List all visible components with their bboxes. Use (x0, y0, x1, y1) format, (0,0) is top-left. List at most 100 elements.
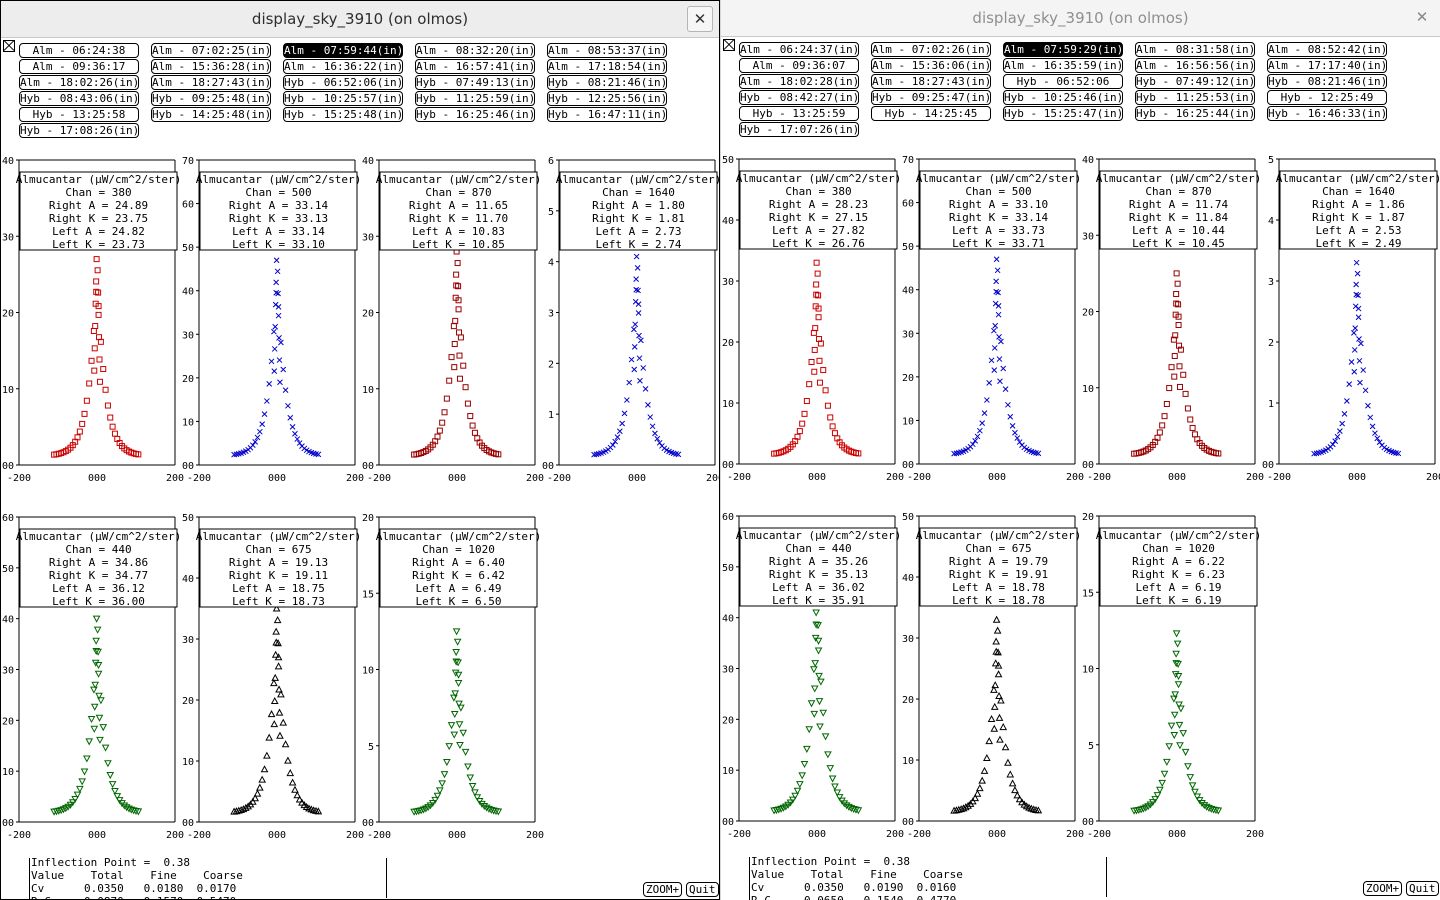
data-point (811, 660, 820, 668)
timestamp-button[interactable]: Alm - 07:02:26(in) (871, 42, 992, 57)
timestamp-button[interactable]: Alm - 16:56:56(in) (1135, 58, 1256, 73)
quit-button[interactable]: Quit (686, 882, 719, 897)
data-point (280, 366, 287, 373)
timestamp-button[interactable]: Hyb - 12:25:56(in) (547, 91, 668, 106)
timestamp-button[interactable]: Alm - 08:52:42(in) (1267, 42, 1388, 57)
y-tick-label: 60 (182, 200, 194, 211)
titlebar[interactable]: display_sky_3910 (on olmos) ✕ (721, 0, 1440, 37)
y-tick-label: 1 (1268, 399, 1274, 410)
timestamp-button[interactable]: Hyb - 08:21:46(in) (547, 75, 668, 90)
close-button[interactable]: ✕ (687, 6, 713, 32)
data-point (993, 256, 1000, 263)
timestamp-button[interactable]: Hyb - 12:25:49 (1267, 90, 1387, 105)
y-tick-label: 30 (182, 330, 194, 341)
legend-line: Left K = 18.78 (952, 594, 1045, 607)
timestamp-button[interactable]: Hyb - 08:21:46(in) (1267, 74, 1388, 89)
timestamp-button[interactable]: Alm - 17:17:40(in) (1267, 58, 1388, 73)
timestamp-button[interactable]: Hyb - 07:49:13(in) (415, 75, 536, 90)
data-point (799, 420, 806, 427)
y-tick-label: 10 (182, 417, 194, 428)
data-point (811, 634, 820, 642)
timestamp-button[interactable]: Hyb - 15:25:47(in) (1003, 106, 1124, 121)
y-tick-label: 3 (548, 309, 554, 320)
data-point (266, 381, 273, 387)
quit-button[interactable]: Quit (1406, 881, 1439, 896)
y-tick-label: 3 (1268, 277, 1274, 288)
timestamp-button[interactable]: Hyb - 06:52:06 (1003, 74, 1123, 89)
timestamp-button[interactable]: Hyb - 10:25:57(in) (283, 91, 404, 106)
timestamp-button[interactable]: Hyb - 13:25:59 (739, 106, 859, 121)
data-point (453, 282, 460, 289)
legend-line: Left K = 18.73 (232, 595, 325, 608)
timestamp-button[interactable]: Hyb - 14:25:45 (871, 106, 991, 121)
timestamp-button[interactable]: Hyb - 16:46:33(in) (1267, 106, 1388, 121)
data-point (812, 609, 820, 617)
data-point (92, 300, 99, 307)
timestamp-button[interactable]: Hyb - 09:25:48(in) (151, 91, 272, 106)
data-point (1214, 807, 1223, 815)
data-point (1207, 805, 1216, 813)
timestamp-button[interactable]: Alm - 09:36:07 (739, 58, 859, 73)
legend-line: Almucantar (μW/cm^2/ster) (1276, 172, 1440, 185)
timestamp-button[interactable]: Alm - 08:32:20(in) (415, 43, 536, 58)
timestamp-button[interactable]: Hyb - 11:25:59(in) (415, 91, 536, 106)
legend-line: Left A = 18.75 (232, 582, 325, 595)
divider (386, 858, 387, 898)
timestamp-button[interactable]: Alm - 18:02:28(in) (739, 74, 860, 89)
legend-line: Right K = 19.11 (229, 569, 328, 582)
timestamp-button[interactable]: Hyb - 16:25:46(in) (415, 107, 536, 122)
timestamp-button[interactable]: Alm - 07:59:44(in) (283, 43, 404, 58)
timestamp-button[interactable]: Alm - 08:31:58(in) (1135, 42, 1256, 57)
legend-line: Almucantar (μW/cm^2/ster) (376, 530, 542, 543)
timestamp-button[interactable]: Alm - 16:35:59(in) (1003, 58, 1124, 73)
timestamp-button[interactable]: Alm - 08:53:37(in) (547, 43, 668, 58)
timestamp-button[interactable]: Hyb - 09:25:47(in) (871, 90, 992, 105)
timestamp-button[interactable]: Hyb - 16:47:11(in) (547, 107, 668, 122)
timestamp-button[interactable]: Alm - 06:24:37(in) (739, 42, 860, 57)
timestamp-button[interactable]: Hyb - 15:25:48(in) (283, 107, 404, 122)
data-point (94, 267, 101, 274)
data-point (464, 763, 472, 771)
timestamp-button[interactable]: Hyb - 16:25:44(in) (1135, 106, 1256, 121)
zoom-button[interactable]: ZOOM+ (643, 882, 683, 897)
chart-panel-870: 00 10 20 30 40 -200 000 200 Almucantar (μW/cm^2/… (1082, 155, 1264, 483)
close-box-icon[interactable] (3, 40, 15, 52)
timestamp-button[interactable]: Alm - 07:59:29(in) (1003, 42, 1124, 57)
timestamp-button[interactable]: Alm - 16:36:22(in) (283, 59, 404, 74)
timestamp-button[interactable]: Alm - 18:27:43(in) (151, 75, 272, 90)
data-point (995, 713, 1004, 721)
timestamp-button[interactable]: Alm - 06:24:38 (19, 43, 139, 58)
timestamp-button[interactable]: Alm - 09:36:17 (19, 59, 139, 74)
close-box-icon[interactable] (723, 39, 735, 51)
timestamp-button[interactable]: Hyb - 14:25:48(in) (151, 107, 272, 122)
data-point (815, 698, 824, 706)
timestamp-button[interactable]: Alm - 18:27:43(in) (871, 74, 992, 89)
data-point (1339, 420, 1346, 427)
timestamp-button[interactable]: Hyb - 08:42:27(in) (739, 90, 860, 105)
timestamp-button[interactable]: Alm - 18:02:26(in) (19, 75, 140, 90)
data-point (450, 323, 457, 330)
data-point (631, 366, 638, 373)
timestamp-button[interactable]: Hyb - 06:52:06(in) (283, 75, 404, 90)
timestamp-button[interactable]: Hyb - 10:25:46(in) (1003, 90, 1124, 105)
y-tick-label: 10 (1082, 384, 1094, 395)
timestamp-button[interactable]: Hyb - 08:43:06(in) (19, 91, 140, 106)
timestamp-button[interactable]: Hyb - 13:25:58 (19, 107, 139, 122)
timestamp-button[interactable]: Hyb - 17:08:26(in) (19, 123, 140, 138)
timestamp-button[interactable]: Alm - 15:36:06(in) (871, 58, 992, 73)
timestamp-button[interactable]: Alm - 15:36:28(in) (151, 59, 272, 74)
data-point (996, 334, 1002, 340)
titlebar[interactable]: display_sky_3910 (on olmos) ✕ (1, 1, 719, 38)
data-point (295, 795, 304, 803)
data-point (1173, 291, 1180, 298)
timestamp-button[interactable]: Alm - 07:02:25(in) (151, 43, 272, 58)
timestamp-button[interactable]: Hyb - 07:49:12(in) (1135, 74, 1256, 89)
close-button[interactable]: ✕ (1410, 5, 1434, 29)
timestamp-button[interactable]: Hyb - 17:07:26(in) (739, 122, 860, 137)
timestamp-button[interactable]: Alm - 17:18:54(in) (547, 59, 668, 74)
timestamp-button[interactable]: Hyb - 11:25:53(in) (1135, 90, 1256, 105)
timestamp-button[interactable]: Alm - 16:57:41(in) (415, 59, 536, 74)
zoom-button[interactable]: ZOOM+ (1363, 881, 1403, 896)
x-tick-label: 200 (1246, 472, 1264, 483)
x-tick-label: -200 (7, 830, 31, 838)
